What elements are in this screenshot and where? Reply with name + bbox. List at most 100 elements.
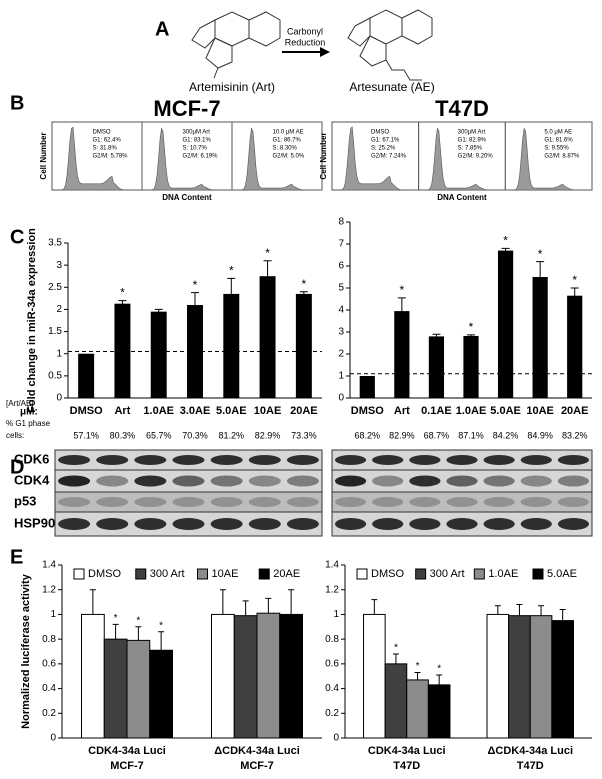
panel-label: A	[155, 18, 169, 40]
y-tick-label: 1.4	[42, 560, 56, 571]
legend-swatch	[473, 568, 485, 580]
bar	[256, 612, 281, 739]
blot-band	[446, 497, 478, 507]
histogram-stats: S: 25.2%	[371, 146, 396, 152]
error-bar	[559, 608, 566, 621]
blot-band	[248, 455, 281, 465]
x-tick-label: CDK4-34a Luci	[368, 745, 446, 757]
panel-label: E	[10, 546, 23, 568]
legend-swatch	[532, 568, 544, 580]
error-bar	[536, 261, 545, 293]
error-bar	[570, 287, 579, 304]
error-bar	[135, 626, 142, 641]
y-tick-label: 0.4	[42, 683, 56, 694]
y-tick-label: 1.4	[325, 560, 339, 571]
y-tick-label: 3	[56, 260, 62, 271]
reaction-arrow-head	[320, 47, 330, 57]
histogram-stats: S: 10.7%	[183, 146, 208, 152]
bar	[497, 250, 514, 398]
y-tick-label: 6	[338, 261, 344, 272]
significance-marker: *	[469, 320, 474, 334]
structure-artemisinin	[191, 11, 281, 79]
x-tick-label: 1.0AE	[456, 405, 487, 417]
significance-marker: *	[193, 278, 198, 292]
significance-marker: *	[572, 273, 577, 287]
significance-marker: *	[538, 247, 543, 261]
y-tick-label: 4	[338, 305, 344, 316]
histogram-stats: S: 7.85%	[458, 146, 483, 152]
legend-label: 10AE	[212, 568, 239, 580]
blot-band	[172, 497, 205, 507]
histogram-stats: G2/M: 5.78%	[93, 154, 129, 160]
blot-band	[210, 455, 243, 465]
blot-band	[483, 497, 515, 507]
histogram-stats: 300μM Art	[183, 130, 211, 136]
error-bar	[158, 631, 165, 651]
blot-band	[334, 497, 367, 507]
histogram-stats: G1: 82.9%	[458, 138, 487, 144]
y-tick-label: 0.5	[48, 370, 62, 381]
error-bar	[154, 308, 163, 315]
error-bar	[299, 291, 308, 297]
x-tick-label: Art	[114, 405, 130, 417]
blot-band	[58, 497, 91, 507]
significance-marker: *	[437, 664, 441, 675]
blot-band	[483, 475, 515, 487]
y-tick-label: 3	[338, 327, 344, 338]
axis-title: Cell Number	[319, 132, 328, 179]
legend-label: 300 Art	[430, 568, 465, 580]
bar	[150, 311, 167, 398]
y-tick-label: 1.5	[48, 326, 62, 337]
legend-swatch	[415, 568, 427, 580]
x-tick-label: 20AE	[561, 405, 589, 417]
blot-band	[172, 518, 205, 530]
y-tick-label: 0.2	[42, 708, 56, 719]
legend-swatch	[135, 568, 147, 580]
blot-band	[409, 475, 441, 487]
g1-percent: 84.9%	[527, 430, 553, 440]
bar	[508, 615, 531, 739]
error-bar	[414, 672, 421, 680]
g1-percent: 80.3%	[110, 430, 136, 440]
error-bar	[501, 247, 510, 254]
histogram-shape	[142, 127, 232, 191]
blot-band	[286, 475, 319, 487]
bar	[259, 276, 276, 398]
blot-band	[172, 455, 205, 465]
histogram-shape	[332, 126, 419, 191]
histogram-stats: G2/M: 6.19%	[183, 154, 219, 160]
blot-band	[134, 497, 167, 507]
bar	[532, 277, 548, 398]
g1-percent: 83.2%	[562, 430, 588, 440]
x-tick-label: 5.0AE	[490, 405, 521, 417]
x-tick-label: DMSO	[351, 405, 384, 417]
histogram-shape	[232, 127, 322, 191]
histogram-stats: G1: 83.1%	[183, 138, 212, 144]
y-tick-label: 0.6	[42, 658, 56, 669]
bar	[103, 638, 128, 739]
error-bar	[227, 277, 236, 310]
histogram-stats: G2/M: 5.0%	[273, 154, 305, 160]
significance-marker: *	[302, 277, 307, 291]
x-tick-label: 20AE	[290, 405, 318, 417]
cell-line-title: T47D	[435, 96, 489, 121]
blot-band	[334, 475, 367, 487]
g1-percent: 57.1%	[73, 430, 99, 440]
reaction-label: Reduction	[285, 37, 326, 47]
bar	[427, 684, 451, 739]
bar	[463, 335, 479, 398]
legend-swatch	[258, 568, 270, 580]
x-tick-label: ΔCDK4-34a Luci	[487, 745, 573, 757]
error-bar	[118, 300, 127, 308]
histogram-shape	[418, 127, 506, 191]
blot-band	[96, 475, 129, 487]
blot-band	[372, 455, 404, 465]
legend-label: DMSO	[88, 568, 121, 580]
blot-band	[372, 497, 404, 507]
blot-band	[286, 497, 319, 507]
x-tick-label: 10AE	[254, 405, 282, 417]
blot-band	[248, 518, 281, 530]
axis-title: Cell Number	[39, 132, 48, 179]
histogram-stats: G1: 62.4%	[93, 138, 122, 144]
